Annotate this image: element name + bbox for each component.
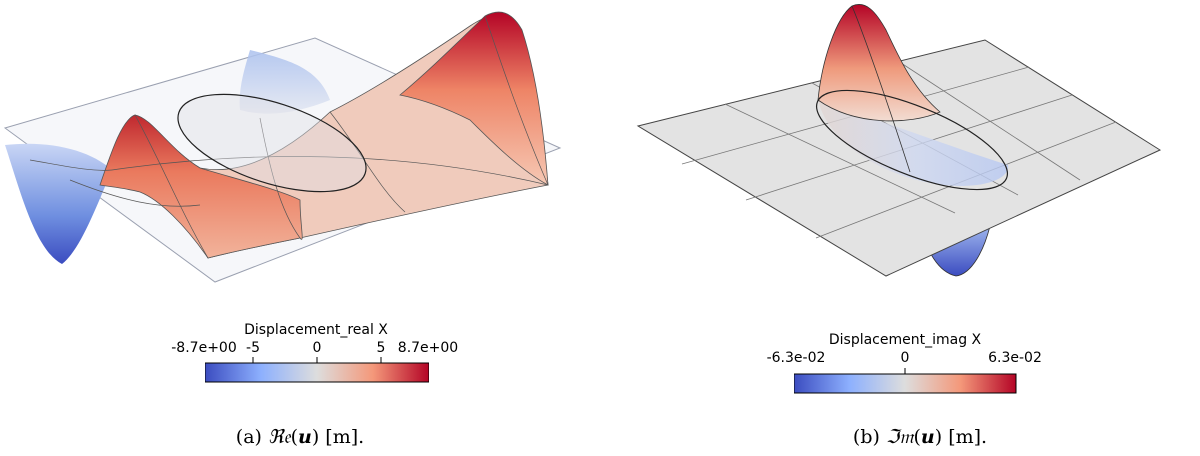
mesh-lines bbox=[29, 15, 549, 259]
inclusion-ellipse bbox=[815, 89, 1009, 191]
inclusion-ellipse bbox=[177, 93, 367, 193]
colorbar-title: Displacement_imag X bbox=[828, 332, 982, 348]
colorbar-tick: 8.7e+00 bbox=[397, 340, 459, 356]
left-valley bbox=[5, 143, 112, 264]
panel-real: Displacement_real X -8.7e+00 -5 0 5 8.7e… bbox=[3, 11, 562, 448]
colorbar-imag bbox=[794, 368, 1017, 394]
colorbar-real bbox=[205, 357, 429, 383]
colorbar-tick: 0 bbox=[900, 350, 910, 366]
ellipse-lower bbox=[818, 100, 1009, 186]
surface-plot-imag bbox=[636, 4, 1162, 277]
caption-real: (a) ℜ𝔢(𝒖) [m]. bbox=[235, 426, 365, 448]
panel-imag: Displacement_imag X -6.3e-02 0 6.3e-02 (… bbox=[600, 0, 1200, 456]
colorbar-tick: -6.3e-02 bbox=[766, 350, 826, 366]
caption-imag: (b) ℑ𝔪(𝒖) [m]. bbox=[852, 426, 988, 448]
colorbar-tick: 5 bbox=[376, 340, 386, 356]
front-ridge bbox=[99, 114, 303, 259]
peak-meridian bbox=[851, 5, 911, 173]
colorbar-tick: 0 bbox=[312, 340, 322, 356]
colorbar-tick: 6.3e-02 bbox=[988, 350, 1042, 366]
colorbar-tick: -8.7e+00 bbox=[171, 340, 237, 356]
colorbar-title: Displacement_real X bbox=[244, 322, 388, 338]
right-ridge bbox=[399, 11, 549, 186]
back-valley bbox=[239, 50, 330, 114]
colorbar-tick: -5 bbox=[246, 340, 260, 356]
surface-plot-real bbox=[3, 11, 562, 283]
peak bbox=[817, 4, 941, 122]
